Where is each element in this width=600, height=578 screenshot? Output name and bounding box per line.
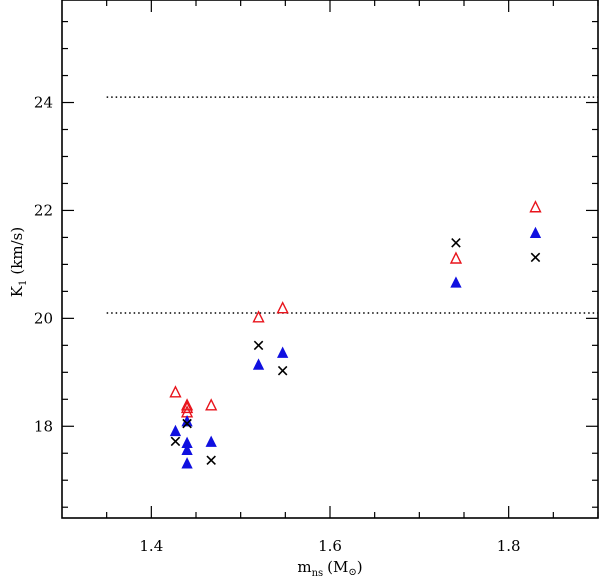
x-tick-label: 1.8 [497, 537, 521, 555]
point-open-triangle [180, 400, 194, 414]
y-tick-label: 18 [34, 417, 53, 435]
y-tick-label: 24 [34, 94, 53, 112]
point-filled-triangle [529, 226, 542, 239]
point-filled-triangle [181, 443, 193, 455]
point-open-triangle [169, 385, 182, 398]
data-markers [169, 200, 542, 469]
point-filled-triangle [252, 358, 265, 370]
point-cross [530, 252, 541, 263]
point-cross [182, 418, 192, 429]
point-open-triangle [529, 200, 542, 213]
point-filled-triangle [450, 276, 462, 288]
point-cross [277, 365, 288, 376]
point-filled-triangle [277, 346, 289, 358]
point-cross [451, 238, 461, 248]
point-filled-triangle [181, 457, 193, 469]
y-axis-title: K1(km/s) [8, 227, 29, 297]
point-filled-triangle [205, 435, 217, 447]
point-open-triangle [205, 398, 218, 411]
point-cross [206, 455, 216, 466]
point-open-triangle [252, 310, 265, 323]
y-tick-label: 22 [34, 201, 53, 219]
point-cross [253, 340, 264, 351]
point-open-triangle [180, 398, 194, 411]
x-tick-label: 1.6 [318, 537, 342, 555]
tick-labels: 1.4 1.6 1.8 18 20 22 24 [34, 94, 521, 555]
point-cross [170, 436, 181, 447]
x-axis-title: mns (M⊙) [297, 558, 362, 578]
axis-ticks [62, 0, 599, 518]
point-open-triangle [276, 301, 289, 314]
y-tick-label: 20 [34, 309, 53, 327]
point-filled-triangle [169, 424, 182, 437]
point-open-triangle [449, 251, 463, 264]
reference-lines [106, 96, 598, 314]
plot-frame [61, 0, 599, 519]
x-tick-label: 1.4 [139, 537, 163, 555]
